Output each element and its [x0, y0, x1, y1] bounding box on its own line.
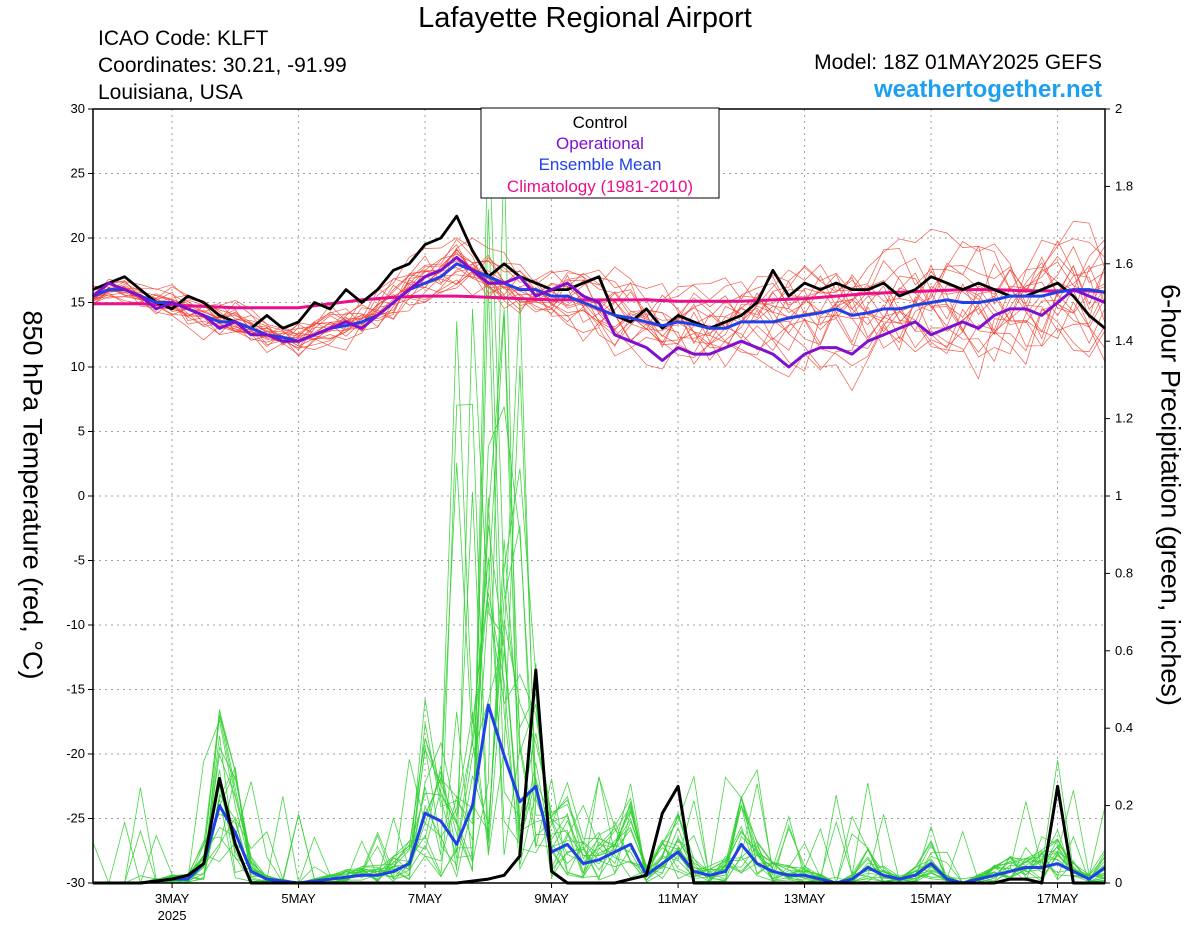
precip-member-line: [93, 308, 1106, 884]
y2-tick-label: 0.4: [1115, 720, 1133, 735]
x-tick-label: 7MAY: [408, 891, 443, 906]
precip-member-line: [93, 111, 1106, 884]
axis-ticks: 302520151050-5-10-15-20-25-3021.81.61.41…: [66, 101, 1133, 923]
y-tick-label: 20: [71, 230, 85, 245]
precip-member-line: [93, 284, 1106, 884]
y-tick-label: -25: [66, 811, 85, 826]
chart-title: Lafayette Regional Airport: [418, 2, 752, 34]
x-tick-label: 11MAY: [658, 891, 699, 906]
x-tick-label: 17MAY: [1037, 891, 1079, 906]
x-tick-label: 9MAY: [534, 891, 569, 906]
precip-member-line: [93, 619, 1106, 884]
temp-member-line: [92, 248, 1106, 362]
y2-tick-label: 1.2: [1115, 411, 1133, 426]
y-tick-label: 0: [78, 488, 85, 503]
temp-member-line: [92, 238, 1106, 365]
y2-tick-label: 0: [1115, 875, 1122, 890]
precip-member-line: [93, 468, 1106, 884]
precip-member-line: [93, 404, 1106, 884]
precip-member-line: [93, 462, 1106, 884]
y2-tick-label: 1: [1115, 488, 1122, 503]
temp-member-line: [92, 220, 1106, 361]
y-tick-label: -5: [73, 553, 85, 568]
y-tick-label: 15: [71, 295, 85, 310]
precip-member-line: [93, 649, 1106, 884]
legend: Control Operational Ensemble Mean Climat…: [480, 107, 720, 199]
y-tick-label: 25: [71, 166, 85, 181]
precip-member-line: [93, 298, 1106, 884]
y2-tick-label: 2: [1115, 101, 1122, 116]
x-tick-year: 2025: [158, 908, 187, 923]
y-tick-label: -20: [66, 746, 85, 761]
series-lines: [92, 214, 1106, 885]
x-tick-label: 13MAY: [784, 891, 826, 906]
y2-tick-label: 0.6: [1115, 643, 1133, 658]
legend-entry-climatology: Climatology (1981-2010): [507, 177, 693, 196]
grid: [93, 109, 1105, 883]
precip-member-line: [93, 315, 1106, 884]
precip-member-line: [93, 147, 1106, 884]
precip-member-line: [93, 525, 1106, 884]
precip-mean-line: [93, 703, 1106, 885]
y2-tick-label: 1.6: [1115, 256, 1133, 271]
coordinates: Coordinates: 30.21, -91.99: [98, 54, 347, 77]
y2-tick-label: 1.8: [1115, 178, 1133, 193]
precip-member-line: [93, 601, 1106, 884]
y2-tick-label: 0.2: [1115, 798, 1133, 813]
legend-entry-ensemble-mean: Ensemble Mean: [539, 155, 662, 174]
legend-box: [480, 107, 720, 199]
precip-member-lines: [92, 111, 1106, 885]
legend-entry-operational: Operational: [556, 134, 644, 153]
precip-member-line: [92, 309, 1106, 884]
location: Louisiana, USA: [98, 81, 243, 104]
temp-climatology-line: [93, 288, 1106, 310]
y-tick-label: -15: [66, 682, 85, 697]
y-tick-label: -30: [66, 875, 85, 890]
legend-entry-control: Control: [573, 113, 628, 132]
y2-tick-label: 1.4: [1115, 333, 1133, 348]
precip-control-line: [93, 668, 1105, 885]
temp-control-line: [92, 214, 1106, 330]
temp-member-line: [92, 255, 1106, 350]
temp-mean-line: [92, 262, 1106, 343]
model-run: Model: 18Z 01MAY2025 GEFS: [814, 51, 1102, 74]
y-tick-label: 10: [71, 359, 85, 374]
x-tick-label: 5MAY: [281, 891, 316, 906]
x-tick-label: 15MAY: [910, 891, 952, 906]
y-tick-label: 5: [78, 424, 85, 439]
site-name[interactable]: weathertogether.net: [873, 76, 1102, 103]
x-tick-label: 3MAY: [155, 891, 190, 906]
y-tick-label: 30: [71, 101, 85, 116]
precip-member-line: [93, 209, 1106, 884]
y-tick-label: -10: [66, 617, 85, 632]
y2-tick-label: 0.8: [1115, 565, 1133, 580]
icao-code: ICAO Code: KLFT: [98, 27, 269, 50]
temp-operational-line: [92, 255, 1106, 369]
precip-member-line: [93, 406, 1106, 884]
